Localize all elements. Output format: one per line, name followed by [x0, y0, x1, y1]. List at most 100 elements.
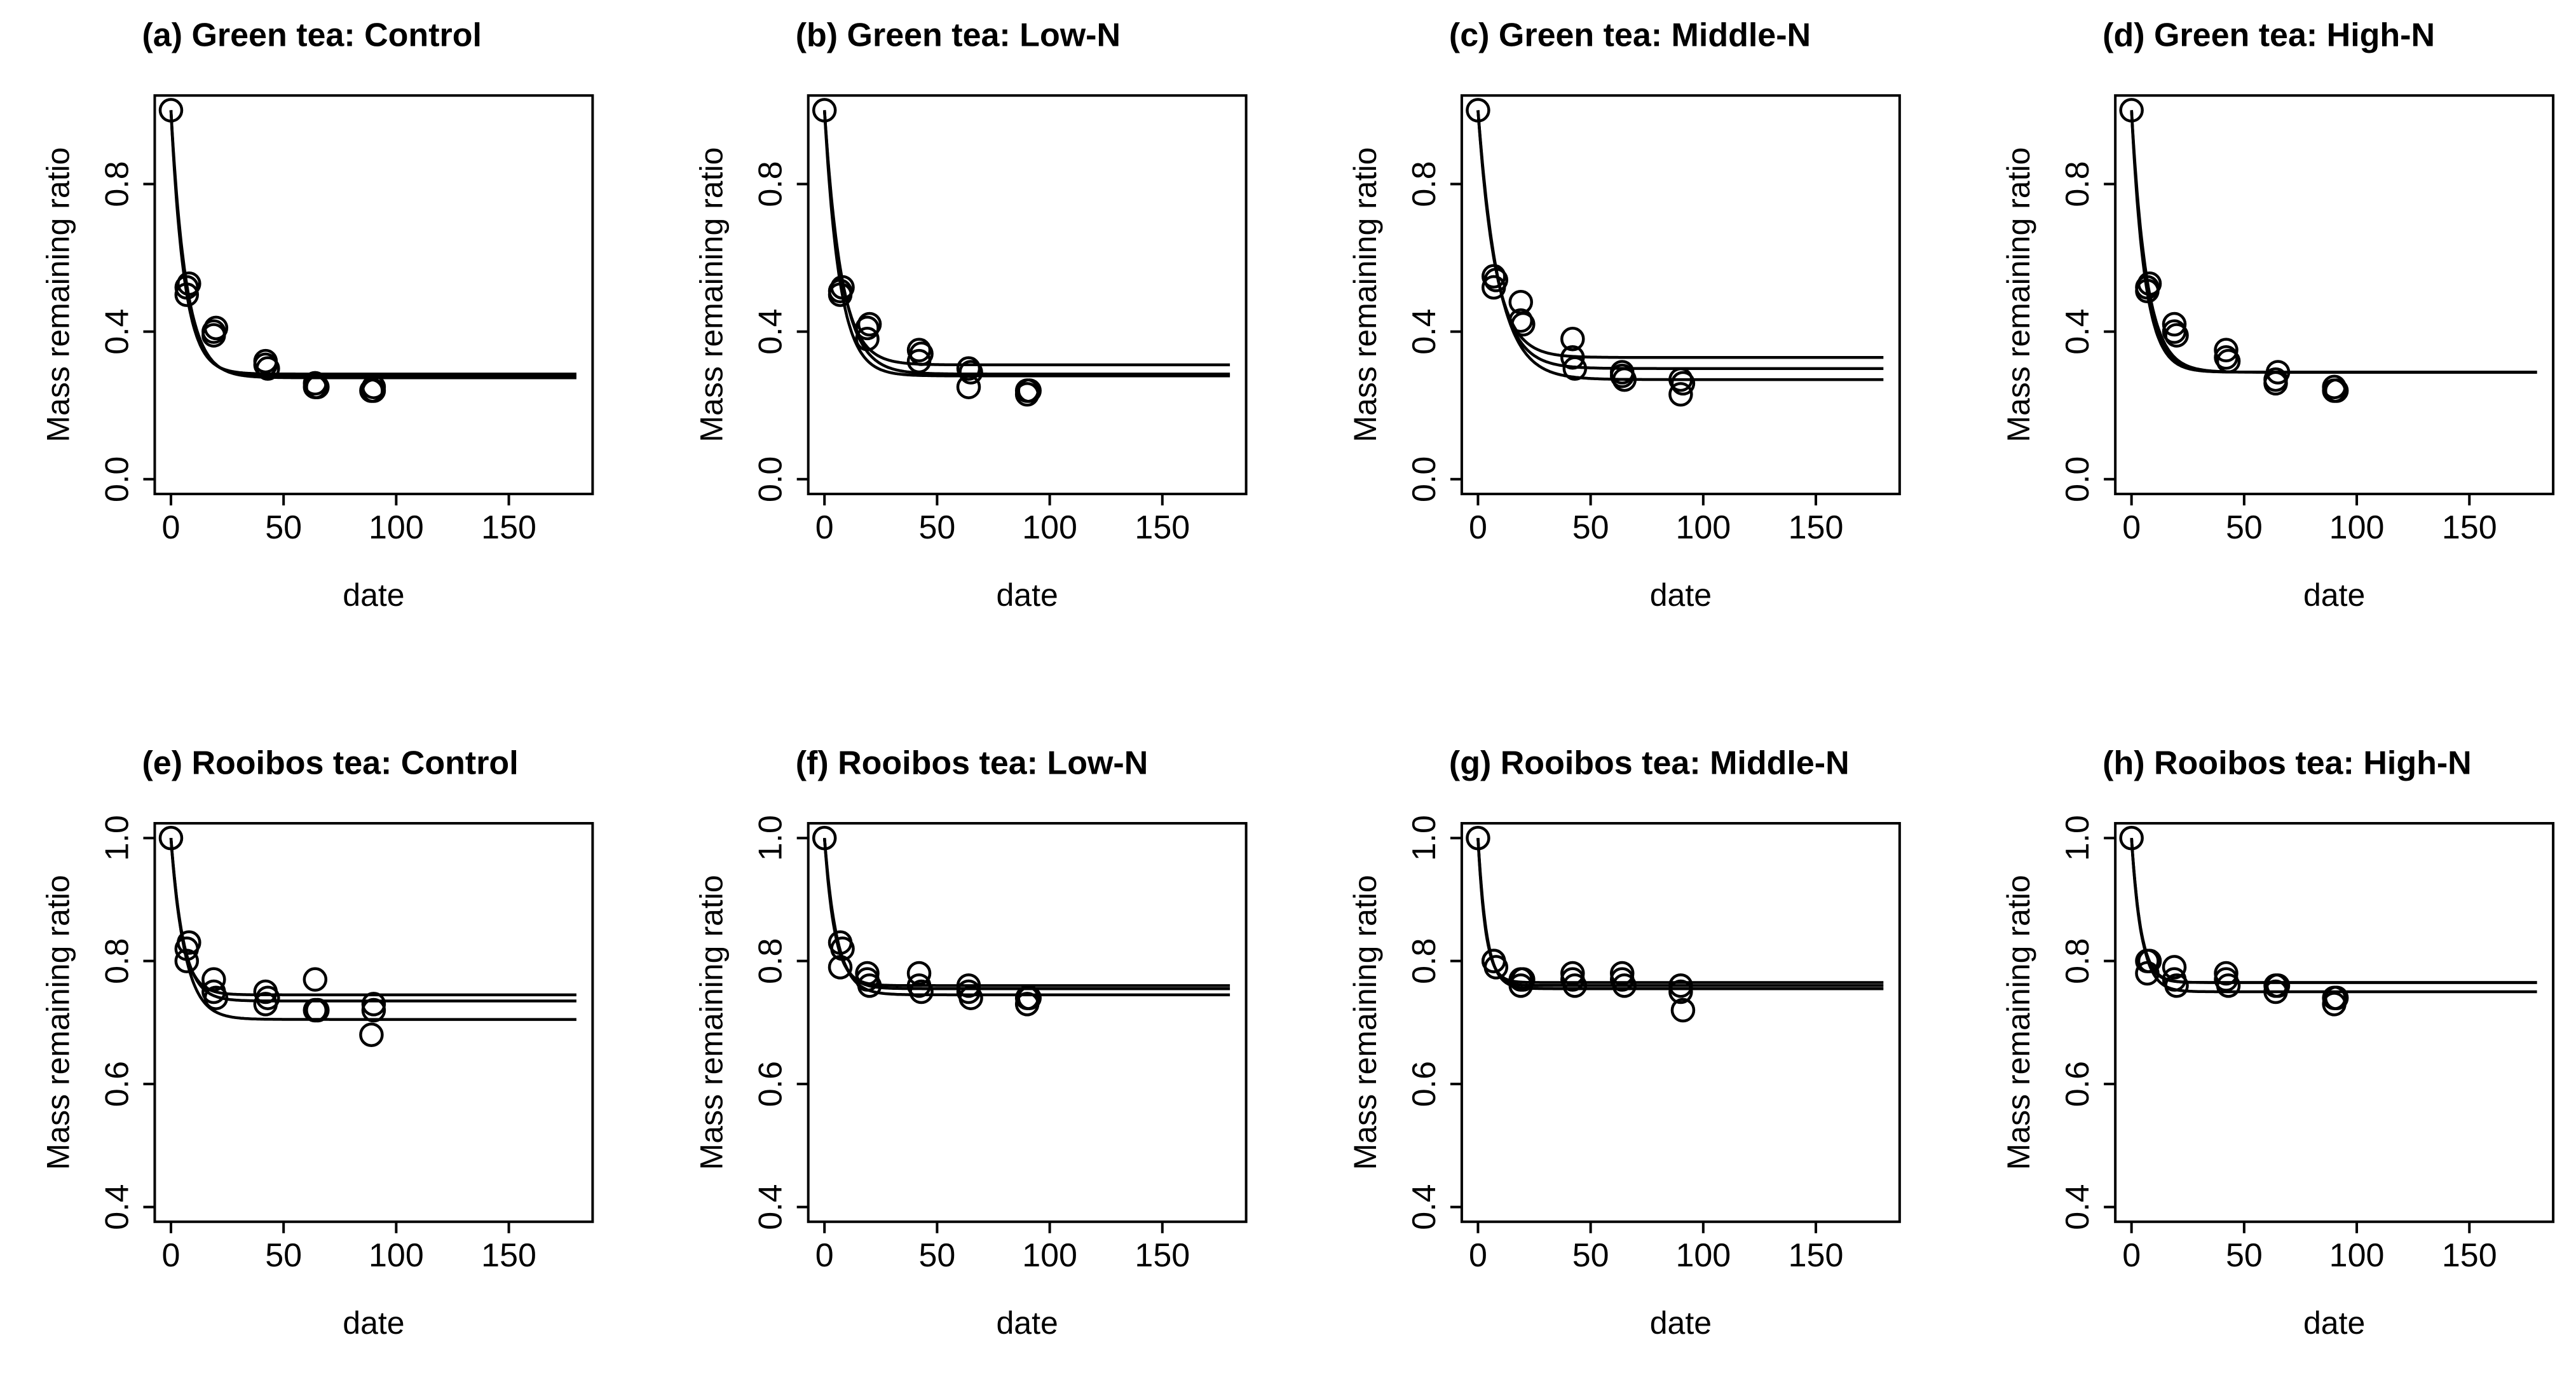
x-tick-label: 50	[918, 509, 955, 546]
data-point	[1609, 961, 1635, 986]
fit-curve	[1476, 838, 1884, 984]
fit-curve	[169, 838, 576, 1003]
data-point	[812, 98, 837, 123]
x-tick-label: 0	[815, 509, 834, 546]
fit-curve	[2130, 110, 2537, 374]
y-tick-label: 0.0	[2059, 456, 2096, 502]
data-point	[2265, 973, 2291, 998]
data-point	[1017, 985, 1042, 1010]
x-tick-label: 50	[2226, 1237, 2263, 1274]
fit-curve	[169, 110, 576, 380]
data-point	[361, 378, 386, 403]
y-axis-label: Mass remaining ratio	[1347, 147, 1383, 442]
fit-curve	[1476, 110, 1884, 370]
panel-title: (d) Green tea: High-N	[2102, 17, 2435, 54]
y-tick-label: 1.0	[2059, 815, 2096, 861]
data-point	[2162, 319, 2187, 344]
x-tick-label: 50	[265, 509, 302, 546]
fit-curve	[822, 110, 1230, 376]
data-point	[1508, 308, 1534, 333]
fit-curve	[1476, 838, 1884, 987]
x-tick-label: 100	[1022, 1237, 1077, 1274]
x-axis-label: date	[996, 577, 1058, 613]
x-axis-label: date	[996, 1305, 1058, 1341]
data-point	[1483, 268, 1509, 292]
data-point	[174, 949, 200, 973]
data-point	[855, 315, 880, 341]
x-tick-label: 150	[481, 509, 536, 546]
y-tick-label: 0.6	[1406, 1061, 1443, 1107]
y-tick-label: 0.4	[2059, 308, 2096, 354]
x-tick-label: 50	[265, 1237, 302, 1274]
data-point	[855, 327, 880, 352]
chart-panel: (g) Rooibos tea: Middle-N 0 50 100 150 0.4 0.6…	[1347, 744, 1901, 1341]
y-tick-label: 0.0	[1406, 456, 1443, 502]
chart-panel: (h) Rooibos tea: High-N 0 50 100 150 0.4 0.6 0.…	[2001, 744, 2555, 1341]
x-tick-label: 150	[2442, 509, 2497, 546]
x-tick-label: 100	[2329, 509, 2385, 546]
y-tick-label: 1.0	[753, 815, 789, 861]
chart-panel: (b) Green tea: Low-N 0 50 100 150 0.0 0.4 0.8 da…	[694, 17, 1248, 613]
y-axis-label: Mass remaining ratio	[2001, 875, 2036, 1170]
x-axis-label: date	[1650, 577, 1712, 613]
data-point	[2162, 955, 2187, 980]
data-point	[361, 997, 386, 1023]
data-point	[2119, 98, 2144, 123]
x-tick-label: 150	[481, 1237, 536, 1274]
data-point	[177, 930, 201, 955]
y-tick-label: 0.8	[753, 938, 789, 984]
y-axis-label: Mass remaining ratio	[40, 875, 76, 1170]
data-point	[1017, 378, 1042, 403]
data-point	[1560, 345, 1585, 370]
chart-panel: (c) Green tea: Middle-N 0 50 100 150 0.0 0.4 0.…	[1347, 17, 1901, 613]
x-tick-label: 100	[2329, 1237, 2385, 1274]
data-point	[256, 985, 280, 1010]
fit-curve	[2130, 838, 2537, 994]
data-point	[177, 271, 201, 296]
data-point	[1466, 825, 1490, 851]
y-tick-label: 0.8	[1406, 161, 1443, 207]
x-tick-label: 150	[1135, 509, 1190, 546]
data-point	[2216, 973, 2241, 998]
data-point	[2216, 348, 2241, 374]
plot-frame	[1460, 822, 1901, 1223]
plot-frame	[807, 94, 1248, 496]
data-point	[830, 936, 855, 961]
data-point	[906, 338, 932, 362]
y-tick-label: 0.8	[99, 161, 135, 207]
fit-curve	[822, 110, 1230, 367]
data-point	[812, 825, 837, 851]
data-point	[1511, 967, 1536, 992]
data-point	[1668, 367, 1693, 392]
x-tick-label: 50	[918, 1237, 955, 1274]
y-tick-label: 0.4	[99, 308, 135, 354]
fit-curve	[169, 838, 576, 1021]
data-point	[2137, 271, 2162, 296]
fit-curve	[822, 838, 1230, 990]
panel-title: (b) Green tea: Low-N	[796, 17, 1121, 54]
chart-panel: (d) Green tea: High-N 0 50 100 150 0.0 0.4 0.8 d…	[2001, 17, 2555, 613]
data-point	[1560, 961, 1585, 986]
panel-title: (g) Rooibos tea: Middle-N	[1449, 744, 1850, 781]
x-axis-label: date	[2303, 1305, 2365, 1341]
data-point	[2214, 961, 2239, 986]
x-tick-label: 150	[1789, 1237, 1844, 1274]
y-tick-label: 0.4	[1406, 1184, 1443, 1230]
plot-frame	[807, 822, 1248, 1223]
x-tick-label: 0	[1469, 509, 1487, 546]
y-tick-label: 0.4	[753, 1184, 789, 1230]
fit-curve	[2130, 838, 2537, 984]
panel-title: (h) Rooibos tea: High-N	[2102, 744, 2472, 781]
x-tick-label: 150	[2442, 1237, 2497, 1274]
y-axis-label: Mass remaining ratio	[2001, 147, 2036, 442]
data-point	[361, 992, 386, 1017]
x-tick-label: 100	[1675, 1237, 1731, 1274]
x-axis-label: date	[343, 1305, 404, 1341]
data-point	[2265, 360, 2291, 385]
data-point	[857, 973, 882, 998]
y-tick-label: 0.4	[2059, 1184, 2096, 1230]
data-point	[2324, 985, 2349, 1010]
data-point	[2164, 323, 2189, 348]
data-point	[1670, 371, 1696, 396]
y-tick-label: 0.6	[753, 1061, 789, 1107]
